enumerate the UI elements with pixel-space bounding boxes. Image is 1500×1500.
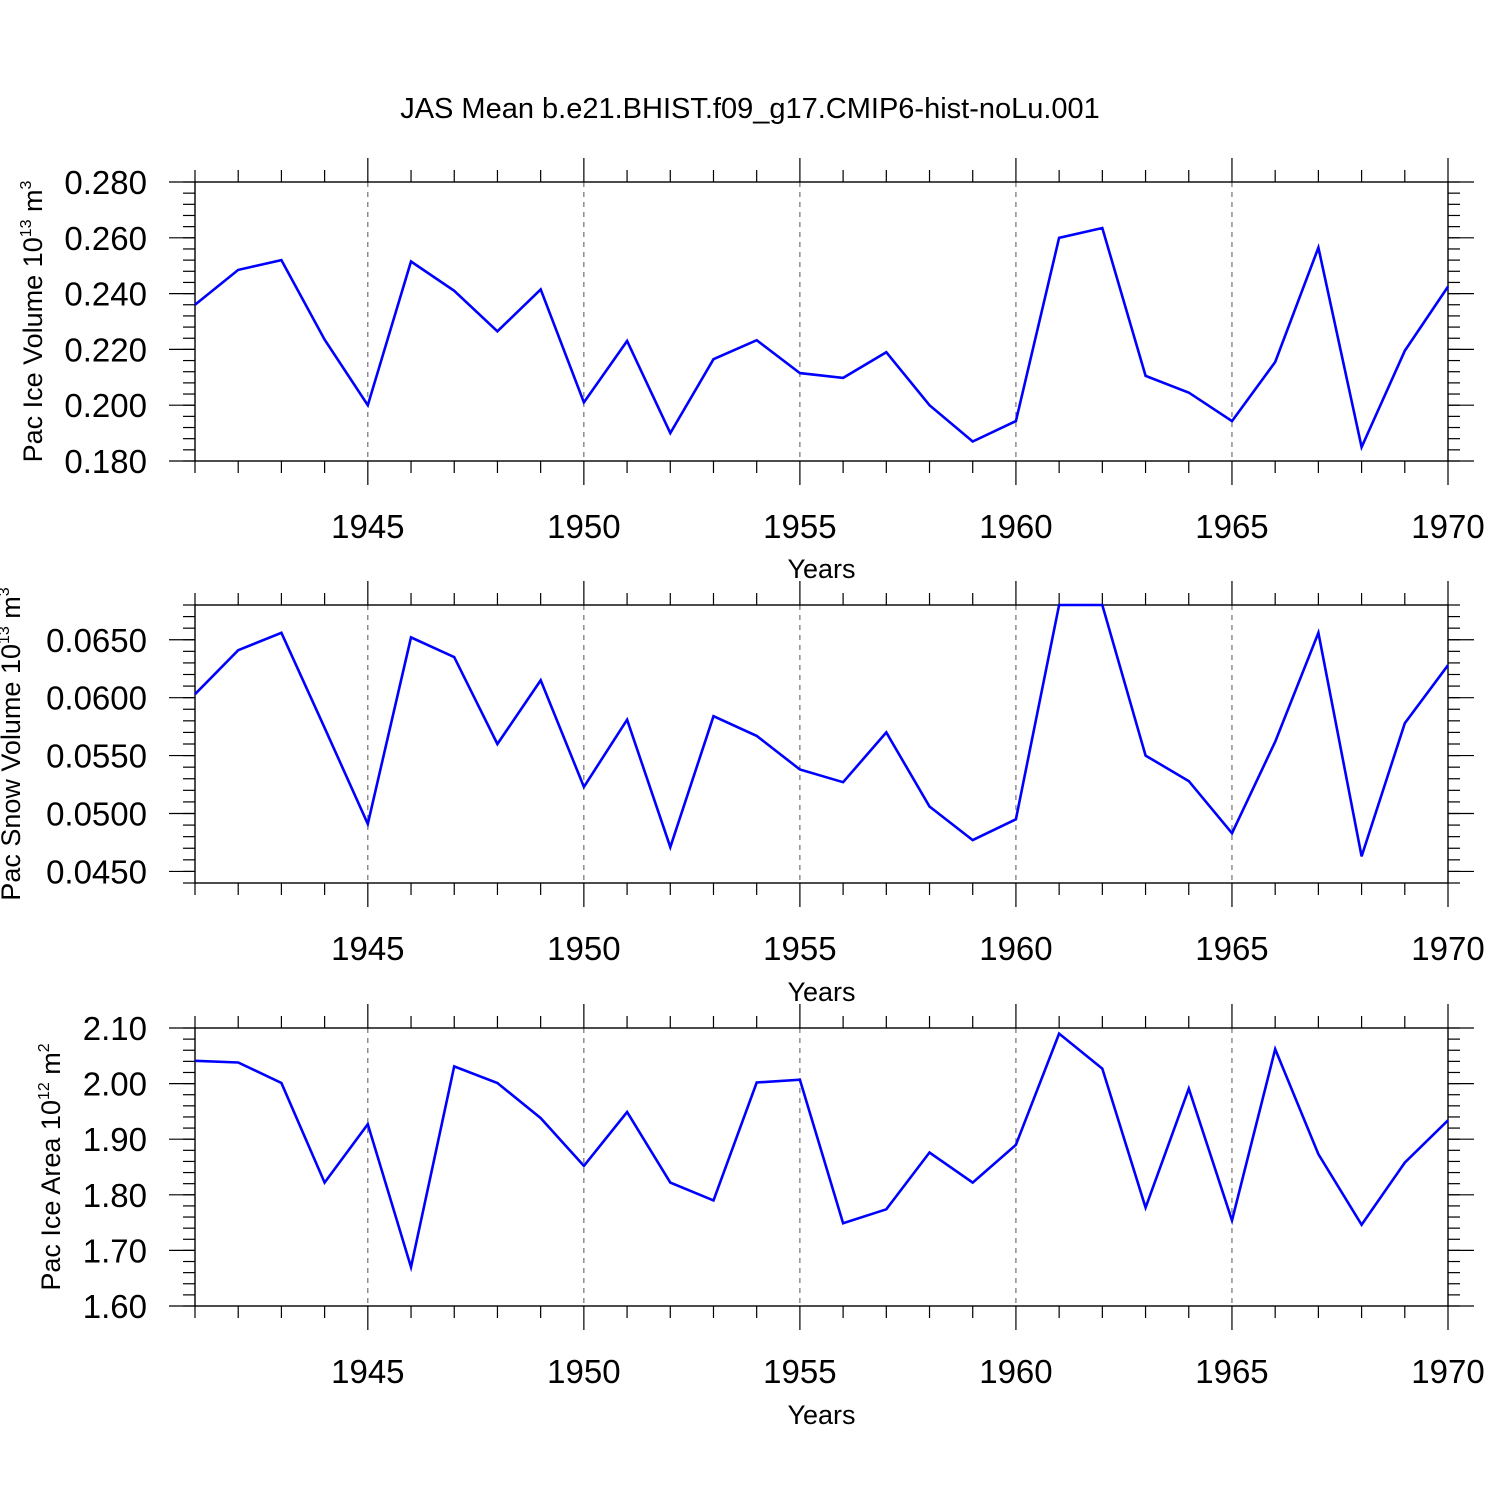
x-tick-label: 1945 bbox=[331, 508, 404, 545]
y-tick-label: 0.0600 bbox=[46, 680, 147, 717]
chart-panel-2: 1945 1950 1955 1960 1965 1970 Years 0.0450 0.050… bbox=[0, 581, 1485, 1007]
plot-frame bbox=[194, 1027, 1449, 1307]
series-line bbox=[194, 603, 1450, 857]
y-axis-title-main: Pac Ice Area 10 bbox=[36, 1100, 66, 1291]
x-tick-label: 1970 bbox=[1411, 1353, 1484, 1390]
x-tick-label: 1960 bbox=[979, 1353, 1052, 1390]
y-tick-label: 0.280 bbox=[64, 164, 147, 201]
y-tick-label: 0.240 bbox=[64, 276, 147, 313]
x-tick-label: 1960 bbox=[979, 508, 1052, 545]
y-tick-label: 1.90 bbox=[83, 1121, 147, 1158]
series-line bbox=[194, 1031, 1449, 1273]
y-axis-title-unit-exponent: 3 bbox=[0, 587, 13, 596]
y-tick-label: 1.70 bbox=[83, 1232, 147, 1269]
y-tick-label: 1.80 bbox=[83, 1177, 147, 1214]
chart-panel-1: 1945 1950 1955 1960 1965 1970 Years 0.180 0.200 0… bbox=[18, 158, 1485, 584]
y-tick-label: 0.260 bbox=[64, 220, 147, 257]
x-tick-label: 1965 bbox=[1195, 508, 1268, 545]
y-tick-label: 0.220 bbox=[64, 331, 147, 368]
x-axis-title: Years bbox=[787, 554, 855, 584]
y-tick-label: 1.60 bbox=[83, 1288, 147, 1325]
y-axis-title-unit-exponent: 2 bbox=[36, 1043, 53, 1052]
x-tick-label: 1965 bbox=[1195, 930, 1268, 967]
chart-panels: 1945 1950 1955 1960 1965 1970 Years 0.180 0.200 0… bbox=[0, 158, 1485, 1430]
x-tick-label: 1950 bbox=[547, 508, 620, 545]
x-tick-label: 1950 bbox=[547, 930, 620, 967]
x-tick-label: 1965 bbox=[1195, 1353, 1268, 1390]
x-tick-label: 1955 bbox=[763, 508, 836, 545]
x-tick-label: 1970 bbox=[1411, 508, 1484, 545]
y-tick-label: 2.00 bbox=[83, 1066, 147, 1103]
chart-title: JAS Mean b.e21.BHIST.f09_g17.CMIP6-hist-… bbox=[400, 93, 1100, 125]
x-tick-label: 1970 bbox=[1411, 930, 1484, 967]
y-axis-title-unit: m bbox=[18, 189, 48, 219]
y-axis-title-exponent: 12 bbox=[36, 1082, 53, 1100]
x-tick-label: 1955 bbox=[763, 1353, 836, 1390]
y-axis-title: Pac Ice Volume 1013 m3 bbox=[18, 180, 48, 462]
x-tick-label: 1945 bbox=[331, 930, 404, 967]
y-axis-title-unit: m bbox=[36, 1052, 66, 1082]
x-tick-label: 1955 bbox=[763, 930, 836, 967]
y-axis-title-main: Pac Ice Volume 10 bbox=[18, 237, 48, 462]
y-axis-title: Pac Snow Volume 1013 m3 bbox=[0, 587, 26, 900]
y-axis-title-exponent: 13 bbox=[18, 219, 35, 237]
x-axis-title: Years bbox=[787, 977, 855, 1007]
y-tick-label: 0.0500 bbox=[46, 796, 147, 833]
x-tick-label: 1945 bbox=[331, 1353, 404, 1390]
plot-frame bbox=[194, 181, 1449, 462]
y-axis-title-exponent: 13 bbox=[0, 626, 13, 644]
y-axis-title-main: Pac Snow Volume 10 bbox=[0, 644, 26, 901]
y-tick-label: 0.0550 bbox=[46, 738, 147, 775]
y-axis-title: Pac Ice Area 1012 m2 bbox=[36, 1043, 66, 1290]
x-tick-label: 1960 bbox=[979, 930, 1052, 967]
y-axis-title-unit: m bbox=[0, 596, 26, 626]
y-tick-label: 0.180 bbox=[64, 443, 147, 480]
y-tick-label: 0.0450 bbox=[46, 853, 147, 890]
y-tick-label: 0.200 bbox=[64, 387, 147, 424]
x-axis-title: Years bbox=[787, 1400, 855, 1430]
y-tick-label: 2.10 bbox=[83, 1010, 147, 1047]
chart-panel-3: 1945 1950 1955 1960 1965 1970 Years 1.60 1.70 1.8… bbox=[36, 1004, 1485, 1430]
y-axis-title-unit-exponent: 3 bbox=[18, 180, 35, 189]
plot-frame bbox=[194, 604, 1449, 884]
y-tick-label: 0.0650 bbox=[46, 622, 147, 659]
x-tick-label: 1950 bbox=[547, 1353, 620, 1390]
series-line bbox=[194, 226, 1450, 452]
